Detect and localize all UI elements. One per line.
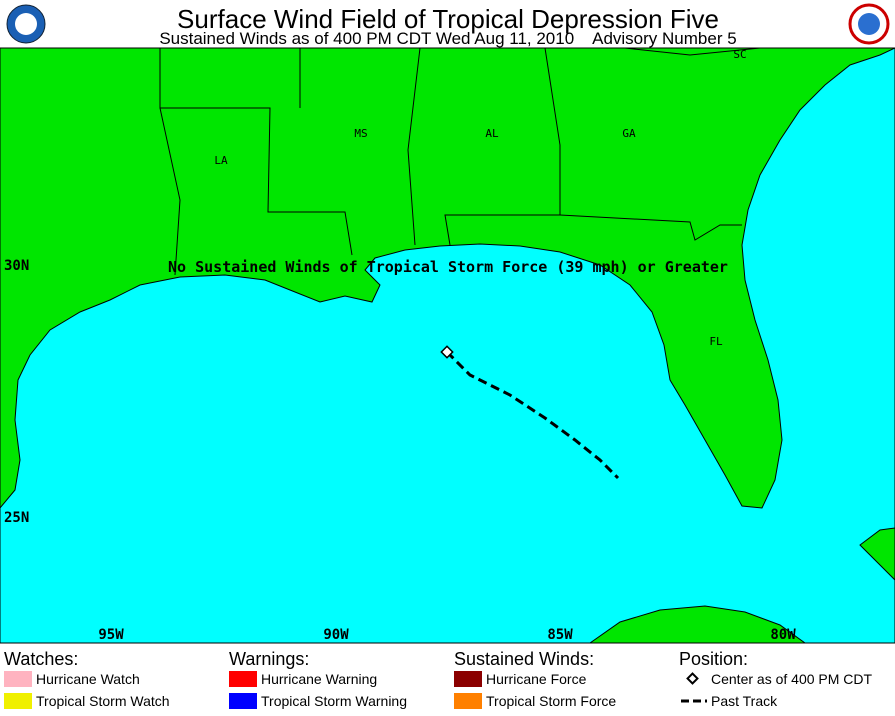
state-label: LA (214, 154, 228, 167)
header-bg (0, 0, 895, 48)
state-label: FL (709, 335, 723, 348)
map: No Sustained Winds of Tropical Storm For… (0, 47, 895, 644)
legend-heading: Watches: (4, 649, 78, 669)
border (559, 214, 742, 241)
legend-heading: Warnings: (229, 649, 309, 669)
lon-label: 95W (98, 627, 124, 643)
lat-label: 30N (4, 258, 29, 274)
border (407, 47, 421, 246)
legend-heading: Position: (679, 649, 748, 669)
legend-swatch (454, 671, 482, 687)
legend-heading: Sustained Winds: (454, 649, 594, 669)
state-borders (159, 47, 761, 276)
legend-swatch (4, 693, 32, 709)
legend-label: Past Track (711, 693, 778, 709)
annotation: No Sustained Winds of Tropical Storm For… (168, 258, 728, 276)
legend-label: Center as of 400 PM CDT (711, 671, 873, 687)
past-track (445, 350, 620, 480)
border (624, 47, 761, 56)
nws-logo-inner (858, 13, 880, 35)
legend-label: Hurricane Watch (36, 671, 140, 687)
legend-diamond (686, 672, 699, 685)
legend-label: Hurricane Warning (261, 671, 377, 687)
lon-label: 90W (323, 627, 349, 643)
title: Surface Wind Field of Tropical Depressio… (177, 4, 719, 34)
legend-swatch (229, 693, 257, 709)
legend-label: Hurricane Force (486, 671, 587, 687)
border (159, 48, 353, 256)
legend-swatch (4, 671, 32, 687)
legend-swatch (454, 693, 482, 709)
legend-label: Tropical Storm Watch (36, 693, 170, 709)
bahamas (859, 527, 895, 581)
legend-label: Tropical Storm Warning (261, 693, 407, 709)
noaa-logo-inner (15, 13, 37, 35)
legend-label: Tropical Storm Force (486, 693, 616, 709)
state-label: GA (622, 127, 636, 140)
lat-label: 25N (4, 510, 29, 526)
lon-label: 85W (547, 627, 573, 643)
legend: Watches: Hurricane Watch Tropical Storm Wa… (4, 649, 873, 709)
lon-label: 80W (770, 627, 796, 643)
state-label: MS (354, 127, 367, 140)
subtitle: Sustained Winds as of 400 PM CDT Wed Aug… (159, 29, 736, 48)
legend-swatch (229, 671, 257, 687)
state-label: SC (733, 48, 746, 61)
border (159, 107, 181, 276)
state-label: AL (485, 127, 499, 140)
cuba (588, 605, 807, 644)
land (0, 47, 895, 509)
center-marker (440, 345, 454, 359)
